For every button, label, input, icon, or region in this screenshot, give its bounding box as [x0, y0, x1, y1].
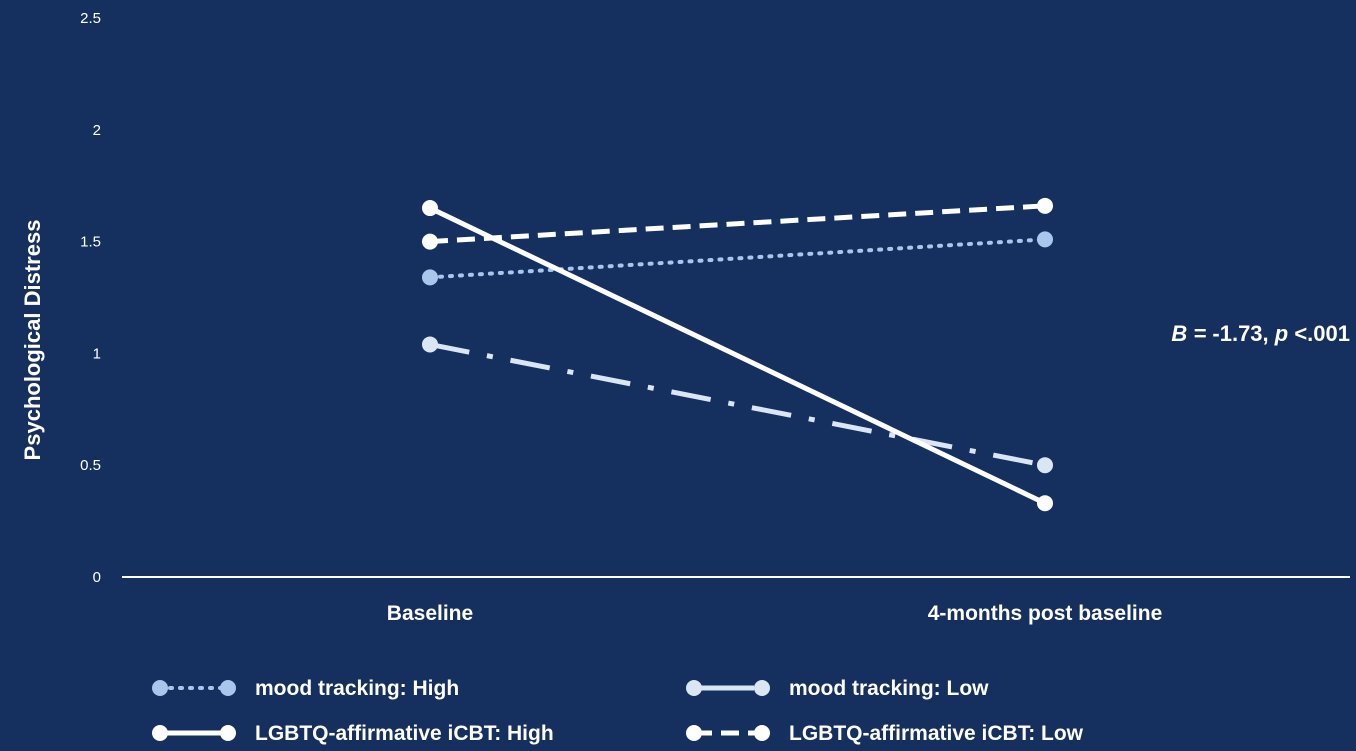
series-line	[428, 205, 1047, 506]
x-category-label: 4-months post baseline	[928, 602, 1163, 625]
y-tick-label: 2.5	[80, 10, 101, 27]
data-point	[422, 269, 438, 286]
series-2	[422, 200, 1053, 512]
y-ticks: 0 0.5 1 1.5 2 2.5	[80, 10, 101, 586]
legend-item: LGBTQ-affirmative iCBT: Low	[686, 722, 1084, 745]
series-0	[422, 231, 1053, 286]
annotation-b-symbol: B	[1171, 321, 1187, 346]
legend-marker	[220, 680, 236, 696]
legend-label: mood tracking: High	[255, 677, 459, 700]
legend-item: LGBTQ-affirmative iCBT: High	[152, 722, 554, 745]
data-point	[1037, 197, 1053, 214]
annotation-b-value: -1.73,	[1212, 321, 1274, 346]
x-category-label: Baseline	[387, 602, 473, 625]
data-point	[1037, 495, 1053, 512]
y-tick-label: 1	[93, 345, 101, 362]
legend-item: mood tracking: Low	[686, 677, 989, 700]
legend-marker	[686, 680, 702, 696]
x-categories: Baseline 4-months post baseline	[387, 602, 1162, 625]
annotation-p-symbol: p	[1274, 321, 1288, 346]
annotation-p-value: <.001	[1288, 321, 1350, 346]
series-1	[422, 336, 1053, 474]
legend-marker	[152, 680, 168, 696]
series-layer	[422, 197, 1053, 512]
y-tick-label: 0	[93, 569, 101, 586]
legend-marker	[220, 725, 236, 741]
legend-label: LGBTQ-affirmative iCBT: High	[255, 722, 554, 745]
legend-label: mood tracking: Low	[789, 677, 989, 700]
y-tick-label: 2	[93, 122, 101, 139]
legend-label: LGBTQ-affirmative iCBT: Low	[789, 722, 1084, 745]
legend-item: mood tracking: High	[152, 677, 459, 700]
stat-annotation: B = -1.73, p <.001	[1171, 321, 1350, 346]
data-point	[422, 200, 438, 217]
legend: mood tracking: High mood tracking: Low LGB…	[152, 677, 1084, 745]
series-line	[428, 237, 1047, 280]
legend-marker	[686, 725, 702, 741]
y-tick-label: 0.5	[80, 457, 101, 474]
data-point	[422, 233, 438, 250]
data-point	[422, 336, 438, 353]
series-line	[429, 203, 1046, 245]
y-axis-label: Psychological Distress	[20, 220, 45, 461]
data-point	[1037, 457, 1053, 474]
legend-marker	[754, 725, 770, 741]
annotation-b-eq: =	[1187, 321, 1212, 346]
series-line	[429, 342, 1046, 468]
data-point	[1037, 231, 1053, 248]
series-3	[422, 197, 1053, 250]
y-tick-label: 1.5	[80, 234, 101, 251]
legend-marker	[754, 680, 770, 696]
legend-marker	[152, 725, 168, 741]
